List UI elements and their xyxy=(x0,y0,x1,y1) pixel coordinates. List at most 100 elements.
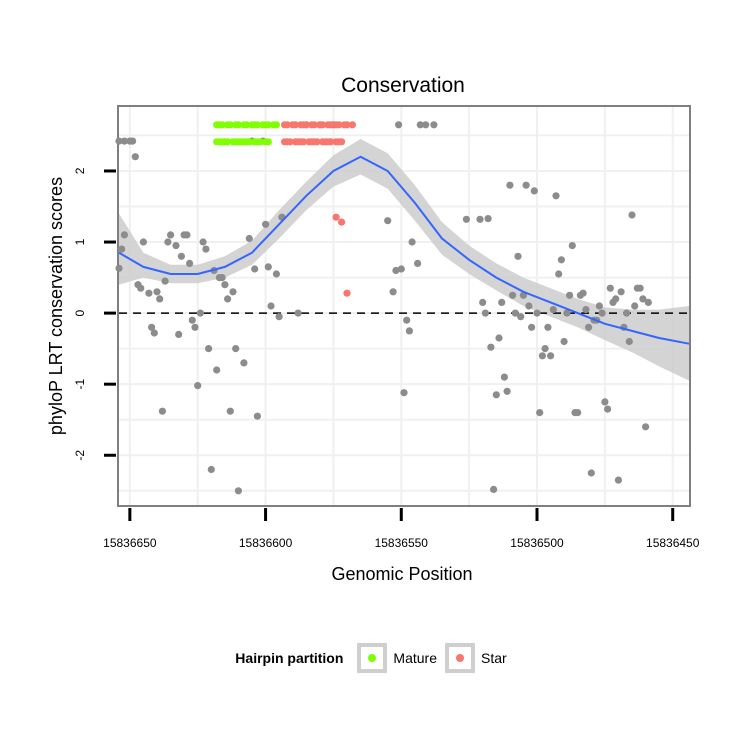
point-other xyxy=(145,289,153,297)
y-tick-label: 2 xyxy=(73,167,87,174)
point-other xyxy=(414,259,422,267)
point-other xyxy=(628,211,636,219)
point-other xyxy=(568,242,576,250)
point-other xyxy=(544,323,552,331)
point-other xyxy=(245,234,253,243)
point-other xyxy=(579,289,587,297)
point-other xyxy=(525,302,533,310)
point-other xyxy=(566,291,574,299)
point-other xyxy=(506,181,514,189)
point-star xyxy=(283,121,291,129)
point-mature xyxy=(245,138,253,146)
point-other xyxy=(207,465,215,474)
point-other xyxy=(172,242,180,250)
point-other xyxy=(275,313,283,321)
point-other xyxy=(120,137,128,145)
x-tick-label: 15836450 xyxy=(646,536,700,550)
point-other xyxy=(389,288,397,296)
point-other xyxy=(139,238,147,246)
point-other xyxy=(232,345,240,353)
point-other xyxy=(582,306,590,314)
point-other xyxy=(604,405,612,413)
point-other xyxy=(614,476,623,484)
point-other xyxy=(595,302,604,310)
point-other xyxy=(528,323,536,331)
smooth-line xyxy=(118,155,690,345)
point-other xyxy=(560,337,568,346)
smooth-curve xyxy=(118,155,690,345)
point-star xyxy=(286,138,294,146)
point-other xyxy=(430,121,438,129)
confidence-band xyxy=(119,139,689,381)
point-other xyxy=(623,309,631,317)
point-other xyxy=(148,323,156,331)
y-tick-label: 1 xyxy=(73,238,87,245)
point-other xyxy=(503,387,511,395)
point-other xyxy=(177,252,185,260)
point-other xyxy=(183,231,191,239)
point-other xyxy=(416,121,424,129)
point-other xyxy=(625,337,633,346)
point-other xyxy=(549,306,557,314)
point-other xyxy=(555,270,563,278)
point-other xyxy=(218,274,226,282)
point-other xyxy=(131,153,139,161)
point-other xyxy=(153,288,161,296)
y-tick-label: -1 xyxy=(73,379,87,390)
confidence-band-area xyxy=(119,139,689,381)
point-other xyxy=(191,323,199,331)
point-other xyxy=(642,423,650,431)
point-other xyxy=(487,343,495,351)
point-other xyxy=(384,217,392,225)
point-other xyxy=(229,288,237,296)
point-mature xyxy=(234,121,242,129)
point-other xyxy=(164,238,172,246)
point-star xyxy=(348,121,356,129)
y-axis: -2 -1 0 1 2 xyxy=(73,167,116,461)
point-other xyxy=(115,137,123,145)
point-other xyxy=(150,329,158,337)
point-other xyxy=(476,215,484,223)
point-other xyxy=(199,238,207,246)
point-star xyxy=(300,138,308,146)
point-other xyxy=(188,316,196,324)
point-star xyxy=(343,121,351,129)
point-other xyxy=(547,352,555,360)
point-other xyxy=(606,284,614,292)
point-mature xyxy=(256,138,264,146)
point-other xyxy=(644,298,652,306)
point-other xyxy=(481,309,489,317)
point-other xyxy=(262,220,270,228)
point-star xyxy=(302,121,310,129)
point-other xyxy=(541,345,549,353)
point-other xyxy=(639,295,647,303)
point-other xyxy=(224,295,232,303)
point-other xyxy=(196,309,204,317)
point-other xyxy=(115,264,123,272)
point-other xyxy=(392,266,400,275)
point-other xyxy=(253,412,261,420)
y-axis-label: phyloP LRT conservation scores xyxy=(46,177,66,435)
point-other xyxy=(213,366,221,374)
point-other xyxy=(194,382,202,390)
legend-label-star: Star xyxy=(481,650,507,666)
point-other xyxy=(500,373,508,381)
point-other xyxy=(574,409,582,417)
point-star xyxy=(338,218,346,226)
point-other xyxy=(129,137,137,145)
point-other xyxy=(400,389,408,397)
point-other xyxy=(587,469,595,477)
point-other xyxy=(186,259,194,267)
point-mature xyxy=(264,138,272,146)
point-other xyxy=(120,231,128,239)
point-other xyxy=(118,245,126,253)
chart-title: Conservation xyxy=(341,74,465,97)
point-other xyxy=(533,309,541,317)
point-other xyxy=(264,263,272,271)
point-other xyxy=(226,407,234,415)
point-mature xyxy=(243,121,251,129)
point-other xyxy=(272,270,280,278)
point-mature xyxy=(272,121,280,129)
point-other xyxy=(498,298,506,306)
legend-title: Hairpin partition xyxy=(235,650,344,666)
